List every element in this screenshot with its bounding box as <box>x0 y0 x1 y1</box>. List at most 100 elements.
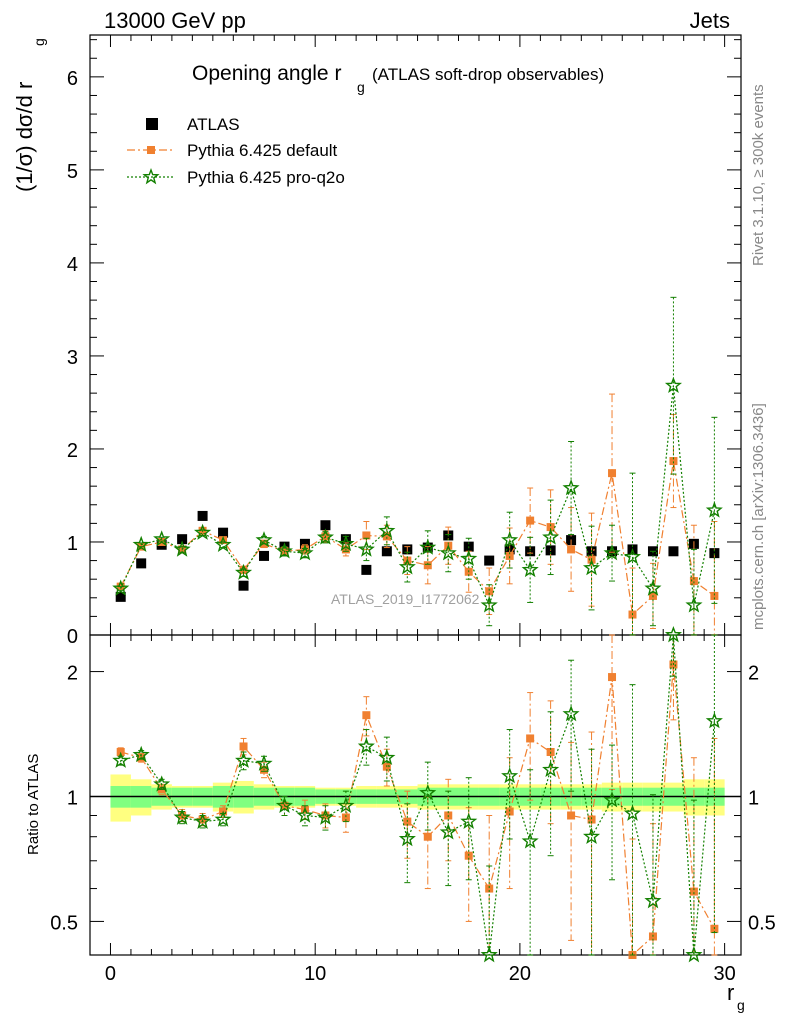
pythia-pro-q2o-point <box>214 535 232 553</box>
ratio-pythia-default-point <box>608 673 617 682</box>
pythia-pro-q2o-point <box>193 523 212 540</box>
ratio-pythia-pro-q2o-point <box>685 945 703 963</box>
ratio-pythia-pro-q2o-point <box>501 767 519 784</box>
atlas-point <box>115 591 126 602</box>
pythia-pro-q2o-point <box>582 559 601 576</box>
pythia-pro-q2o-point <box>501 531 519 548</box>
pythia-default-point <box>362 531 371 540</box>
ratio-pythia-default-point <box>341 813 350 822</box>
pythia-pro-q2o-point <box>439 544 457 561</box>
ratio-pythia-pro-q2o-point <box>582 827 601 845</box>
header-right: Jets <box>690 8 730 33</box>
pythia-default-point <box>567 545 576 554</box>
x-axis-label: r <box>727 980 734 1005</box>
ratio-pythia-pro-q2o-point <box>132 745 150 763</box>
ratio-pythia-default-point <box>178 811 187 820</box>
atlas-point <box>340 534 351 545</box>
atlas-point <box>299 538 310 549</box>
legend-label: ATLAS <box>187 115 240 134</box>
ratio-pythia-pro-q2o-point <box>316 808 335 825</box>
ratio-pythia-pro-q2o-point <box>480 945 498 963</box>
ratio-pythia-pro-q2o-point <box>542 760 560 778</box>
top-y-tick-label: 6 <box>67 68 78 90</box>
pythia-default-point <box>546 523 555 532</box>
atlas-point <box>136 558 147 569</box>
ratio-pythia-pro-q2o-point <box>603 791 621 808</box>
pythia-pro-q2o-point <box>337 534 355 552</box>
atlas-point <box>484 555 495 566</box>
legend-marker-default <box>147 146 155 154</box>
ratio-pythia-pro-q2o-point <box>664 626 683 643</box>
ratio-pythia-pro-q2o-point <box>644 892 662 909</box>
pythia-pro-q2o-point <box>255 531 273 548</box>
pythia-default-point <box>505 551 514 560</box>
top-y-axis-label: (1/σ) dσ/d r <box>12 82 37 192</box>
x-axis-label-sub: g <box>737 997 745 1013</box>
pythia-default-point <box>485 587 494 596</box>
ratio-pythia-pro-q2o-point <box>460 812 478 829</box>
bottom-y-tick-label-right: 2 <box>748 663 759 685</box>
side-text-mcplots: mcplots.cern.ch [arXiv:1306.3436] <box>750 403 767 630</box>
pythia-pro-q2o-point <box>603 544 621 561</box>
bottom-y-tick-label-left: 2 <box>67 663 78 685</box>
pythia-pro-q2o-point <box>357 540 375 557</box>
top-y-tick-label: 2 <box>67 440 78 462</box>
ratio-pythia-default-point <box>464 851 473 860</box>
ratio-pythia-default-point <box>423 832 432 841</box>
plot-title-extra: (ATLAS soft-drop observables) <box>372 65 604 84</box>
plot-title-sub: g <box>357 79 365 95</box>
atlas-point <box>238 580 249 591</box>
top-y-axis-label-sub: g <box>31 38 47 46</box>
ratio-pythia-pro-q2o-point <box>193 812 212 829</box>
ratio-pythia-pro-q2o-point <box>623 804 642 821</box>
ratio-pythia-default-point <box>689 887 698 896</box>
pythia-pro-q2o-point <box>378 521 396 539</box>
pythia-pro-q2o-point <box>153 530 171 547</box>
watermark-label: ATLAS_2019_I1772062 <box>331 591 480 607</box>
top-y-tick-label: 0 <box>67 626 78 648</box>
ratio-pythia-pro-q2o-point <box>398 829 416 847</box>
pythia-pro-q2o-point <box>480 596 498 613</box>
legend-marker-atlas <box>146 118 158 130</box>
ratio-pythia-default-point <box>362 711 371 720</box>
bottom-y-tick-label-right: 0.5 <box>748 912 776 934</box>
atlas-point <box>259 550 270 561</box>
atlas-point <box>197 510 208 521</box>
pythia-pro-q2o-point <box>460 549 478 567</box>
ratio-pythia-pro-q2o-point <box>521 832 539 849</box>
x-tick-label: 0 <box>105 963 116 985</box>
pythia-pro-q2o-point <box>112 579 130 596</box>
ratio-pythia-default-point <box>239 742 248 751</box>
top-y-tick-label: 3 <box>67 347 78 369</box>
ratio-pythia-pro-q2o-point <box>296 806 314 823</box>
pythia-default-point <box>219 536 228 545</box>
ratio-pythia-pro-q2o-point <box>153 775 171 792</box>
atlas-point <box>177 534 188 545</box>
ratio-pythia-default-point <box>567 811 576 820</box>
atlas-point <box>668 546 679 557</box>
pythia-pro-q2o-point <box>132 535 150 553</box>
top-y-tick-label: 5 <box>67 161 78 183</box>
ratio-pythia-pro-q2o-point <box>275 796 294 814</box>
legend-label: Pythia 6.425 default <box>187 141 338 160</box>
atlas-point <box>381 546 392 557</box>
bottom-y-axis-label: Ratio to ATLAS <box>25 754 42 855</box>
pythia-default-point <box>382 532 391 541</box>
atlas-point <box>607 546 618 557</box>
pythia-pro-q2o-point <box>521 560 539 578</box>
ratio-pythia-pro-q2o-point <box>705 711 723 729</box>
atlas-point <box>218 527 229 538</box>
x-tick-label: 10 <box>304 963 326 985</box>
pythia-pro-q2o-point <box>296 544 314 561</box>
pythia-pro-q2o-point <box>398 558 416 575</box>
legend-label: Pythia 6.425 pro-q2o <box>187 168 345 187</box>
ratio-pythia-default-point <box>526 734 535 743</box>
pythia-pro-q2o-point <box>173 540 191 557</box>
pythia-pro-q2o-point <box>542 528 560 545</box>
header-left: 13000 GeV pp <box>104 8 246 33</box>
pythia-default-point <box>689 577 698 586</box>
legend: ATLAS Pythia 6.425 default Pythia 6.425 pr… <box>127 115 345 187</box>
pythia-pro-q2o-point <box>644 579 662 596</box>
ratio-pythia-pro-q2o-point <box>255 754 273 771</box>
